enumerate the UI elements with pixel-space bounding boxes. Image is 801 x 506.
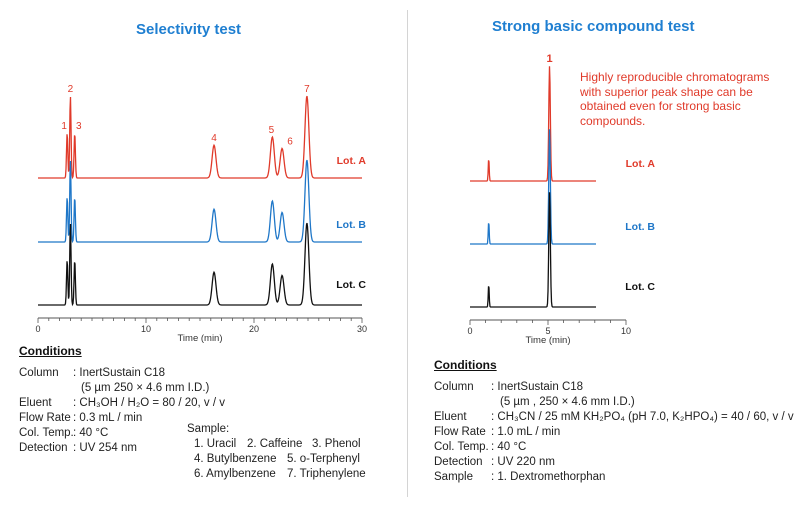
peak-label: 3 [76,121,82,132]
right-conditions-heading: Conditions [434,358,497,372]
eluent-label: Eluent [19,397,52,409]
col-temp-label: Col. Temp. [19,427,74,439]
sample-item: 1. Uracil [194,438,237,450]
panel-divider [407,10,408,497]
trace-lot-a [38,95,362,180]
trace-lot-c [38,222,362,307]
x-tick-label: 10 [621,326,631,336]
detection-label: Detection [434,456,483,468]
right-conditions: Column : InertSustain C18 (5 µm , 250 × 4… [434,380,794,500]
x-tick-label: 20 [249,324,259,334]
left-conditions: Column : InertSustain C18 (5 µm 250 × 4.6… [19,366,399,496]
lot-label: Lot. A [626,158,656,170]
selectivity-chromatogram: 0 10 20 30 Time (min) Lot. A Lot. B Lot. C 1 2 3 4 5… [35,84,367,344]
lot-label: Lot. C [336,279,366,291]
flow-rate-label: Flow Rate [434,426,486,438]
x-tick-label: 5 [545,326,550,336]
column-label: Column [19,367,59,379]
lot-label: Lot. B [625,221,655,233]
trace-lot-a [470,66,596,182]
left-conditions-heading: Conditions [19,344,82,358]
sample-item: 3. Phenol [312,438,361,450]
x-axis-label: Time (min) [177,333,222,344]
column-value: : InertSustain C18 [73,367,166,379]
lot-label: Lot. A [337,155,367,167]
sample-item: 7. Triphenylene [287,468,366,480]
column-dimensions: (5 µm , 250 × 4.6 mm I.D.) [500,396,635,408]
peak-label: 1 [61,121,67,132]
lot-label: Lot. B [336,219,366,231]
col-temp-value: : 40 °C [491,441,527,453]
x-axis-label: Time (min) [525,335,570,346]
lot-label: Lot. C [625,281,655,293]
flow-rate-label: Flow Rate [19,412,71,424]
peak-label: 1 [546,53,552,65]
reproducibility-note: Highly reproducible chromatograms with s… [580,70,770,128]
peak-label: 7 [304,84,310,95]
trace-lot-b [470,129,596,245]
detection-value: : UV 254 nm [73,442,137,454]
sample-item: 4. Butylbenzene [194,453,277,465]
flow-rate-value: : 0.3 mL / min [73,412,143,424]
eluent-value: : CH₃CN / 25 mM KH₂PO₄ (pH 7.0, K₂HPO₄) … [491,411,794,423]
left-chart-title: Selectivity test [136,21,242,38]
x-tick-label: 30 [357,324,367,334]
x-tick-label: 0 [467,326,472,336]
trace-lot-b [38,159,362,244]
peak-label: 5 [269,125,275,136]
x-tick-label: 0 [35,324,40,334]
eluent-value: : CH₃OH / H₂O = 80 / 20, v / v [73,397,225,409]
sample-item: 5. o-Terphenyl [287,453,360,465]
trace-lot-c [470,192,596,308]
peak-label: 6 [287,136,293,147]
column-label: Column [434,381,474,393]
peak-label: 2 [68,84,74,95]
right-chart-title: Strong basic compound test [492,18,695,35]
sample-item: 6. Amylbenzene [194,468,276,480]
col-temp-label: Col. Temp. [434,441,489,453]
detection-value: : UV 220 nm [491,456,555,468]
sample-value: : 1. Dextromethorphan [491,471,606,483]
basic-compound-chromatogram: 0 5 10 Time (min) Lot. A Lot. B Lot. C 1 [467,53,655,346]
x-tick-label: 10 [141,324,151,334]
eluent-label: Eluent [434,411,467,423]
sample-label: Sample [434,471,473,483]
peak-label: 4 [211,133,217,144]
column-value: : InertSustain C18 [491,381,584,393]
detection-label: Detection [19,442,68,454]
sample-heading: Sample: [187,423,230,435]
flow-rate-value: : 1.0 mL / min [491,426,561,438]
col-temp-value: : 40 °C [73,427,109,439]
sample-item: 2. Caffeine [247,438,303,450]
column-dimensions: (5 µm 250 × 4.6 mm I.D.) [81,382,210,394]
